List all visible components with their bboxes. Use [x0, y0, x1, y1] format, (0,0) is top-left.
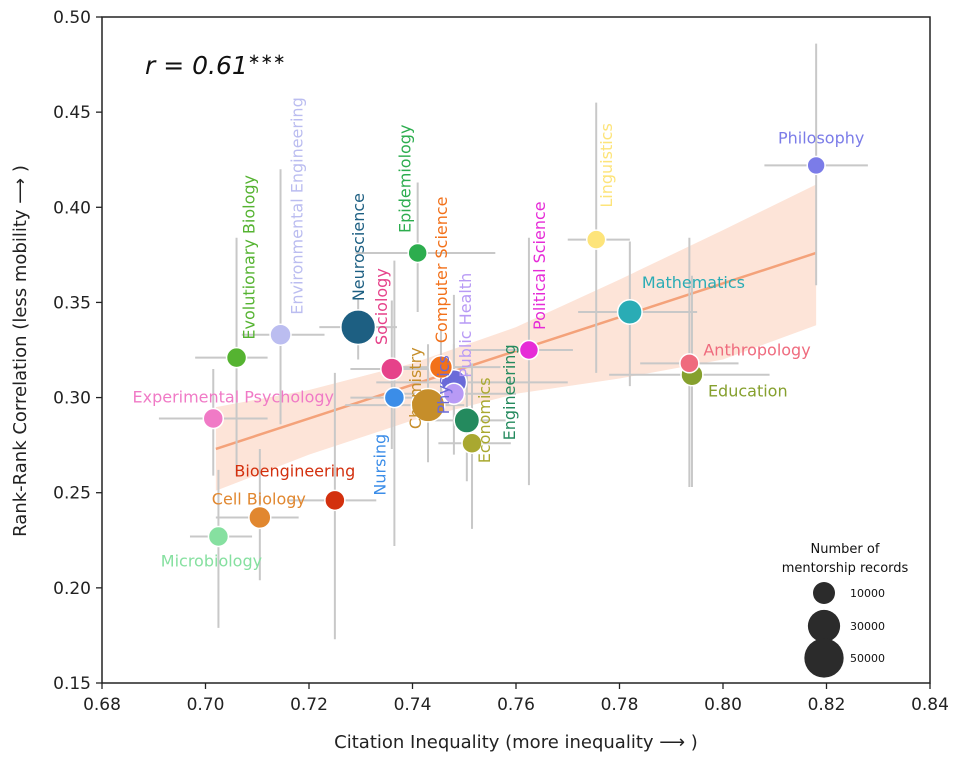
data-point: [380, 357, 404, 381]
point-label: Philosophy: [778, 128, 864, 147]
y-tick-label: 0.50: [53, 8, 91, 28]
point-label: Mathematics: [642, 273, 745, 292]
size-legend: Number of mentorship records 10000 30000 500…: [782, 542, 909, 678]
data-point: [324, 489, 346, 512]
x-tick-label: 0.80: [704, 695, 742, 715]
legend-marker: [813, 582, 835, 604]
point-label: Epidemiology: [396, 125, 415, 233]
data-point: [225, 346, 248, 369]
y-tick-label: 0.35: [53, 293, 91, 313]
legend-title-line2: mentorship records: [782, 561, 909, 576]
y-tick-label: 0.15: [53, 674, 91, 694]
data-point: [248, 505, 272, 530]
point-label: Political Science: [530, 201, 549, 330]
point-label: Bioengineering: [234, 461, 355, 480]
legend-marker: [807, 609, 841, 643]
x-tick-label: 0.78: [601, 695, 639, 715]
y-tick-label: 0.20: [53, 579, 91, 599]
data-point: [383, 386, 406, 409]
y-axis-title: Rank-Rank Correlation (less mobility ⟶ ): [10, 165, 31, 537]
data-point: [585, 229, 607, 250]
x-tick-label: 0.84: [911, 695, 949, 715]
data-point: [518, 339, 540, 361]
point-label: Evolutionary Biology: [240, 175, 259, 340]
y-tick-label: 0.40: [53, 198, 91, 218]
confidence-band-layer: [215, 184, 817, 491]
data-point: [428, 354, 454, 380]
legend-label: 10000: [850, 587, 885, 600]
legend-label: 50000: [850, 652, 885, 665]
x-axis-title: Citation Inequality (more inequality ⟶ ): [334, 732, 698, 753]
y-tick-label: 0.25: [53, 484, 91, 504]
point-label: Linguistics: [597, 123, 616, 207]
data-point: [461, 432, 483, 454]
legend-label: 30000: [850, 620, 885, 633]
point-label: Physics: [434, 355, 453, 414]
y-tick-label: 0.45: [53, 103, 91, 123]
point-label: Anthropology: [703, 340, 810, 359]
data-point: [806, 155, 826, 176]
y-tick-label: 0.30: [53, 389, 91, 409]
data-point: [453, 407, 481, 434]
point-label: Experimental Psychology: [132, 388, 334, 407]
correlation-annotation: r = 0.61∗∗∗: [145, 50, 286, 80]
point-label: Environmental Engineering: [288, 97, 307, 315]
point-label: Microbiology: [161, 551, 262, 570]
data-point: [202, 407, 225, 430]
data-point: [269, 323, 292, 347]
point-label: Neuroscience: [349, 193, 368, 301]
data-point: [616, 298, 643, 325]
x-tick-label: 0.82: [808, 695, 846, 715]
confidence-band: [215, 184, 817, 491]
x-tick-label: 0.68: [83, 695, 121, 715]
axes-layer: 0.68 0.70 0.72 0.74 0.76 0.78 0.80 0.82 0.84 0.15…: [53, 8, 949, 715]
data-point: [207, 525, 230, 548]
point-labels-layer: Philosophy Linguistics Mathematics Anthropo…: [132, 97, 864, 570]
x-tick-label: 0.72: [290, 695, 328, 715]
x-tick-label: 0.70: [187, 695, 225, 715]
data-point: [410, 387, 446, 423]
data-point: [442, 382, 466, 406]
points-layer: [202, 155, 826, 548]
point-label: Computer Science: [432, 196, 451, 343]
point-label: Chemistry: [406, 347, 425, 429]
data-point: [407, 242, 428, 264]
point-label: Engineering: [500, 344, 519, 440]
point-label: Economics: [475, 377, 494, 463]
data-point: [679, 353, 700, 374]
x-tick-label: 0.74: [394, 695, 432, 715]
legend-marker: [804, 638, 844, 678]
significance-stars: ∗∗∗: [248, 50, 286, 68]
data-point: [340, 309, 377, 346]
point-label: Sociology: [372, 268, 391, 345]
point-label: Cell Biology: [212, 489, 306, 508]
point-label: Public Health: [456, 273, 475, 378]
point-label: Education: [708, 382, 788, 401]
legend-title-line1: Number of: [811, 542, 880, 557]
point-label: Nursing: [370, 434, 389, 496]
correlation-value: r = 0.61: [145, 51, 248, 80]
x-tick-label: 0.76: [497, 695, 535, 715]
